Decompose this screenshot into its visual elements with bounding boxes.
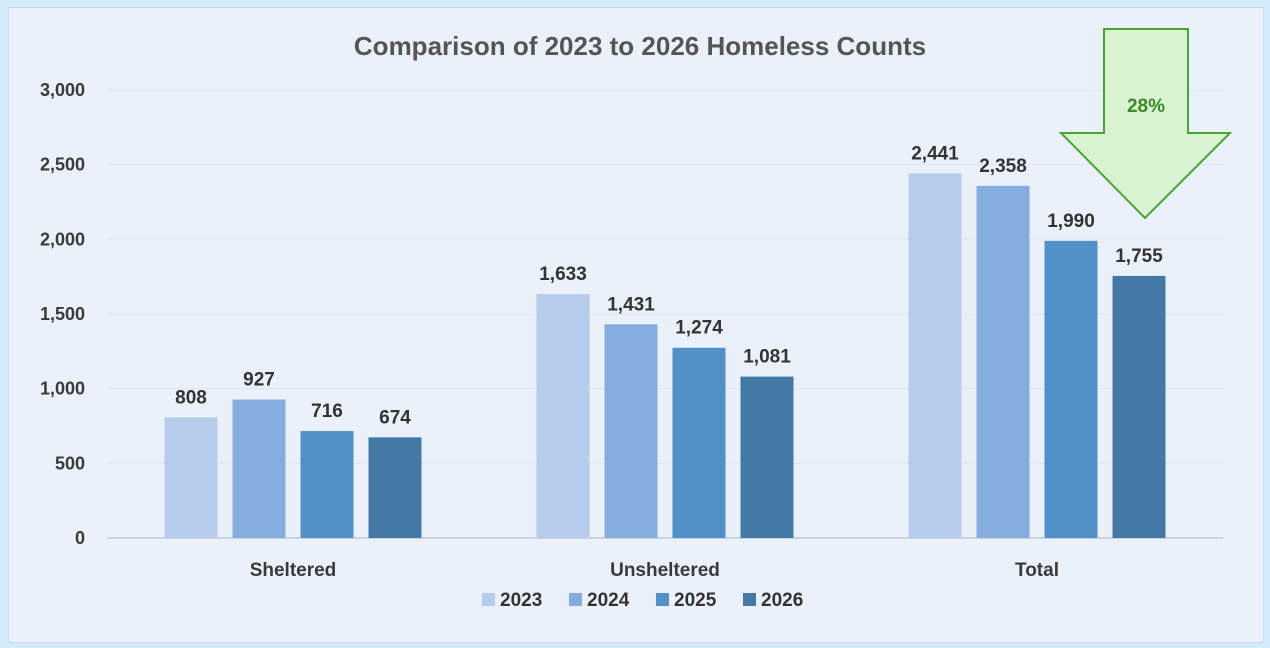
data-label: 1,990 — [1047, 211, 1095, 232]
data-label: 674 — [379, 407, 411, 428]
data-labels: 808 927 716 674 1,633 1,431 1,274 1,081 2,441 2,3… — [175, 143, 1163, 428]
down-arrow-icon — [1058, 28, 1233, 220]
data-label: 927 — [243, 370, 275, 391]
legend-swatch — [656, 593, 669, 606]
bar-unsheltered-2024 — [604, 324, 658, 538]
bar-unsheltered-2026 — [740, 376, 794, 538]
legend-label: 2024 — [587, 590, 630, 611]
data-label: 2,358 — [979, 156, 1027, 177]
y-tick-label: 1,500 — [40, 304, 85, 324]
data-label: 1,274 — [675, 318, 723, 339]
chart-title: Comparison of 2023 to 2026 Homeless Coun… — [354, 31, 926, 61]
bar-sheltered-2023 — [164, 417, 218, 538]
y-tick-label: 2,500 — [40, 155, 85, 175]
bars — [164, 173, 1166, 538]
legend-label: 2026 — [761, 590, 803, 611]
gridlines — [107, 89, 1223, 539]
chart-frame: Comparison of 2023 to 2026 Homeless Coun… — [8, 7, 1264, 643]
legend-swatch — [743, 593, 756, 606]
data-label: 808 — [175, 387, 207, 408]
bar-unsheltered-2023 — [536, 294, 590, 538]
y-tick-label: 500 — [55, 453, 85, 473]
data-label: 1,755 — [1115, 246, 1163, 267]
category-label-unsheltered: Unsheltered — [610, 560, 720, 581]
bar-total-2023 — [908, 173, 962, 538]
legend-label: 2023 — [500, 590, 542, 611]
x-axis-labels: Sheltered Unsheltered Total — [250, 560, 1059, 581]
y-tick-label: 3,000 — [40, 80, 85, 100]
y-axis-ticks: 0 500 1,000 1,500 2,000 2,500 3,000 — [40, 80, 85, 548]
bar-total-2025 — [1044, 240, 1098, 538]
data-label: 1,633 — [539, 264, 587, 285]
y-tick-label: 1,000 — [40, 379, 85, 399]
arrow-percent-label: 28% — [1127, 96, 1165, 117]
data-label: 1,431 — [607, 294, 655, 315]
category-label-sheltered: Sheltered — [250, 560, 337, 581]
y-tick-label: 2,000 — [40, 229, 85, 249]
category-label-total: Total — [1015, 560, 1059, 581]
bar-sheltered-2024 — [232, 399, 286, 538]
y-tick-label: 0 — [75, 528, 85, 548]
bar-unsheltered-2025 — [672, 347, 726, 538]
bar-sheltered-2026 — [368, 437, 422, 538]
data-label: 1,081 — [743, 347, 791, 368]
legend: 2023 2024 2025 2026 — [482, 590, 803, 611]
bar-sheltered-2025 — [300, 431, 354, 538]
legend-label: 2025 — [674, 590, 717, 611]
chart: Comparison of 2023 to 2026 Homeless Coun… — [40, 28, 1233, 611]
bar-total-2026 — [1112, 275, 1166, 538]
decrease-arrow-annotation: 28% — [1058, 28, 1233, 220]
bar-total-2024 — [976, 185, 1030, 538]
legend-swatch — [569, 593, 582, 606]
data-label: 716 — [311, 401, 343, 422]
legend-swatch — [482, 593, 495, 606]
data-label: 2,441 — [911, 143, 959, 164]
